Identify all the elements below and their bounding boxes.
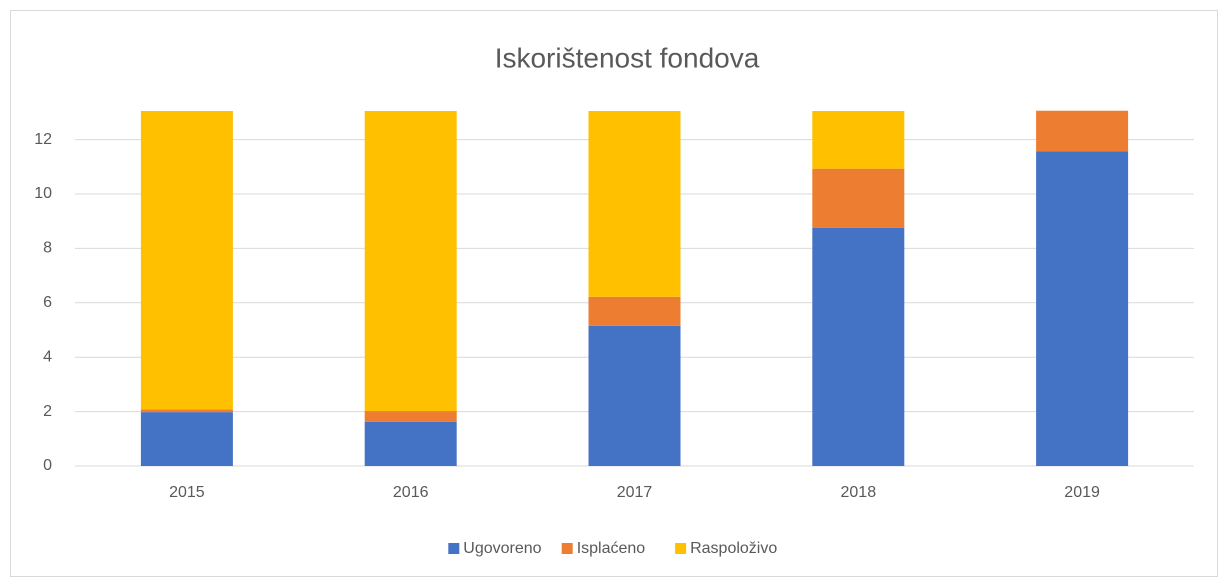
y-tick-label: 0 (43, 457, 52, 474)
bar-segment (588, 296, 681, 326)
bar-segment (364, 411, 457, 422)
legend-label: Raspoloživo (690, 540, 777, 557)
x-tick-label: 2016 (393, 484, 429, 501)
x-tick-label: 2015 (169, 484, 205, 501)
legend-label: Ugovoreno (463, 540, 541, 557)
y-tick-label: 10 (34, 185, 52, 202)
bar-segment (588, 111, 681, 297)
legend-label: Isplaćeno (577, 540, 646, 557)
bar-segment (140, 412, 233, 466)
bar-segment (812, 111, 905, 169)
x-tick-label: 2018 (841, 484, 877, 501)
y-tick-label: 12 (34, 131, 52, 148)
legend-swatch (448, 543, 460, 554)
bar-segment (364, 421, 457, 466)
bar-segment (1036, 110, 1129, 152)
legend-swatch (675, 543, 687, 554)
bar-segment (812, 227, 905, 466)
y-tick-label: 8 (43, 240, 52, 257)
bar-segment (140, 111, 233, 410)
bar-segment (812, 168, 905, 228)
chart-title: Iskorištenost fondova (495, 42, 760, 73)
bar-segment (588, 325, 681, 466)
x-tick-label: 2019 (1064, 484, 1100, 501)
legend-swatch (561, 543, 573, 554)
bar-segment (140, 409, 233, 413)
x-tick-label: 2017 (617, 484, 653, 501)
y-tick-label: 6 (43, 294, 52, 311)
y-tick-label: 2 (43, 403, 52, 420)
bar-segment (1036, 151, 1129, 466)
y-tick-label: 4 (43, 348, 52, 365)
bar-segment (364, 111, 457, 412)
